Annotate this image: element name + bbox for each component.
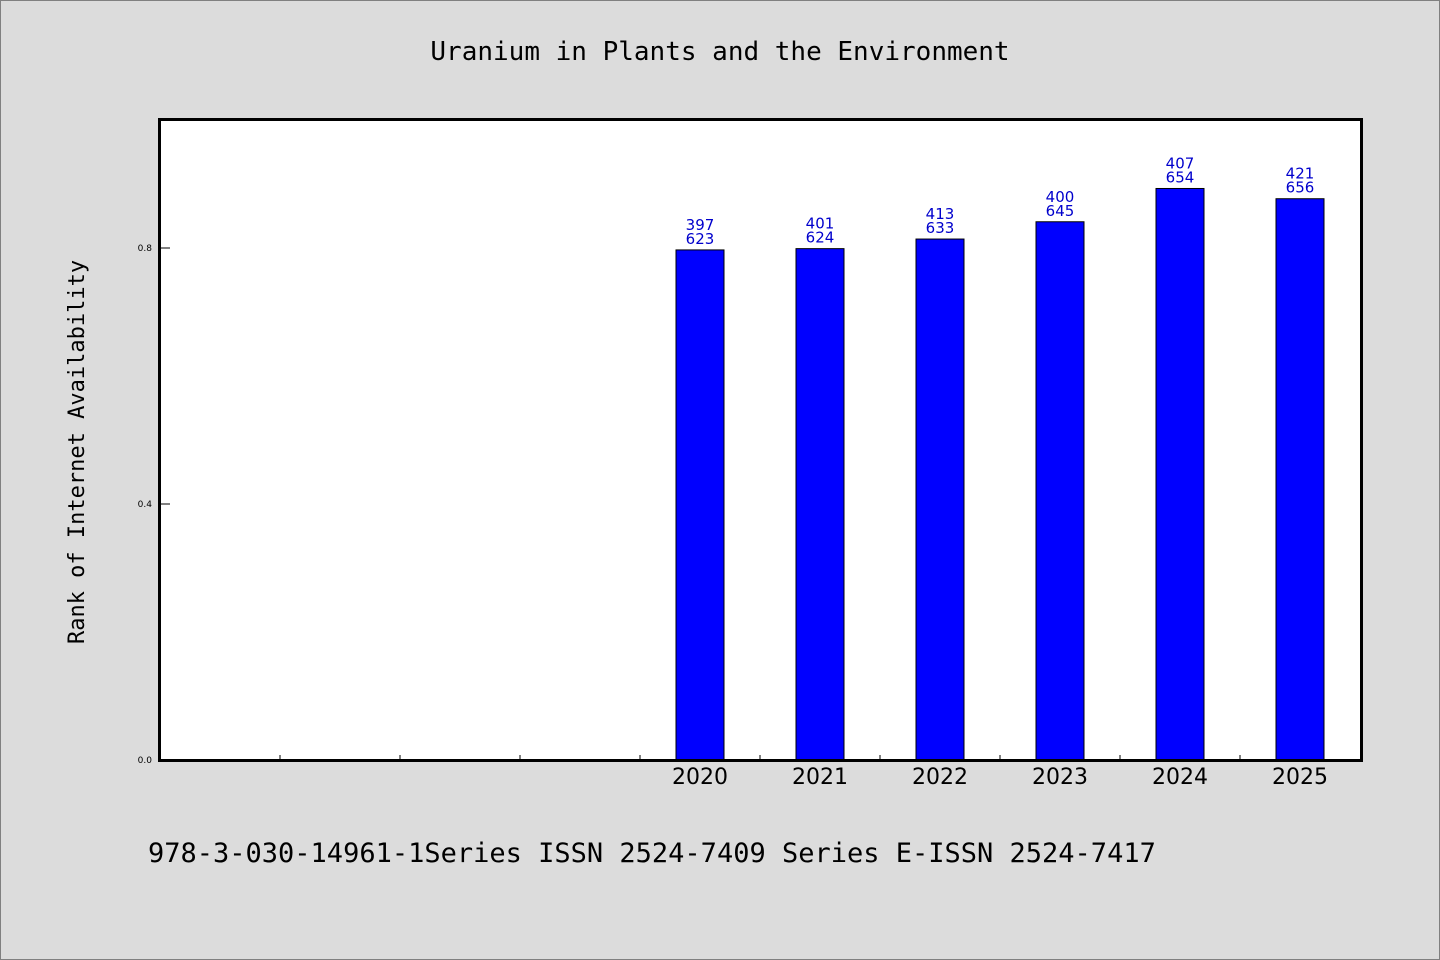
y-tick-label: 0.4 xyxy=(138,500,153,510)
bar xyxy=(1035,221,1085,761)
x-category-label: 2020 xyxy=(672,765,728,790)
bar-data-label: 421 xyxy=(1286,165,1315,183)
bar-data-label: 400 xyxy=(1046,188,1075,206)
bar-data-label: 413 xyxy=(926,205,955,223)
y-tick-label: 0.8 xyxy=(138,244,153,254)
x-category-label: 2023 xyxy=(1032,765,1088,790)
bar xyxy=(1275,198,1325,761)
bar-data-label: 656 xyxy=(1286,179,1315,197)
bar xyxy=(1155,187,1205,761)
footer-isbn-issn: 978-3-030-14961-1Series ISSN 2524-7409 S… xyxy=(148,838,1156,869)
chart-title: Uranium in Plants and the Environment xyxy=(430,37,1009,67)
x-category-label: 2021 xyxy=(792,765,848,790)
x-category-label: 2022 xyxy=(912,765,968,790)
bar-data-label: 401 xyxy=(806,215,835,233)
bar xyxy=(915,238,965,761)
bar-data-label: 623 xyxy=(686,230,715,248)
x-category-label: 2024 xyxy=(1152,765,1208,790)
bar xyxy=(795,248,845,761)
y-tick-label: 0.0 xyxy=(138,756,153,766)
bar-data-label: 645 xyxy=(1046,202,1075,220)
bar-data-label: 624 xyxy=(806,229,835,247)
bar xyxy=(675,249,725,761)
bar-data-label: 397 xyxy=(686,216,715,234)
bar-data-label: 633 xyxy=(926,219,955,237)
x-category-label: 2025 xyxy=(1272,765,1328,790)
bar-data-label: 407 xyxy=(1166,154,1195,172)
y-axis-label: Rank of Internet Availability xyxy=(65,260,90,644)
plot-border xyxy=(158,118,1363,762)
bar-data-label: 654 xyxy=(1166,168,1195,186)
